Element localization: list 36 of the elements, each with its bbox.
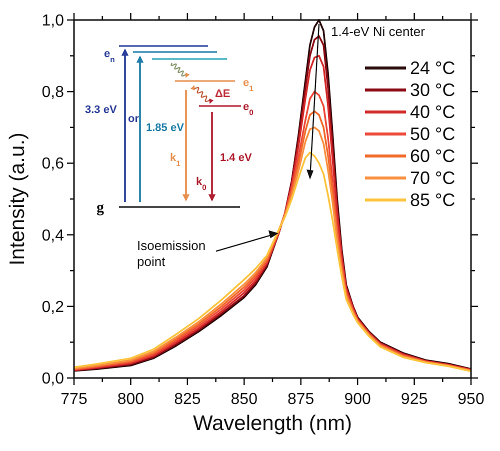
annotation: g xyxy=(96,200,104,216)
y-tick-label: 0,0 xyxy=(42,370,64,388)
y-tick-label: 0,6 xyxy=(42,156,64,173)
x-axis-title: Wavelength (nm) xyxy=(192,412,352,435)
annotation: k$_{1}$ xyxy=(170,152,182,168)
annotation: 3.3 eV xyxy=(85,104,118,116)
legend-label: 60 °C xyxy=(410,146,456,166)
annotation: or xyxy=(128,113,140,125)
x-tick-label: 925 xyxy=(400,391,428,408)
legend-label: 50 °C xyxy=(410,124,456,144)
x-tick-label: 900 xyxy=(344,391,372,408)
legend-label: 30 °C xyxy=(410,80,456,100)
annotation: k$_{0}$ xyxy=(196,176,206,192)
y-tick-label: 0,2 xyxy=(42,298,64,316)
legend-label: 24 °C xyxy=(410,58,456,78)
x-tick-label: 825 xyxy=(174,391,201,408)
annotation: e$_{0}$ xyxy=(243,101,254,116)
x-tick-label: 850 xyxy=(230,391,258,408)
x-tick-label: 950 xyxy=(458,391,484,408)
annotation: 1.85 eV xyxy=(146,122,185,134)
y-tick-label: 0,8 xyxy=(42,84,64,102)
annotation: 1.4 eV xyxy=(220,152,252,164)
y-axis-title: Intensity (a.u.) xyxy=(6,132,29,266)
x-tick-label: 775 xyxy=(60,391,88,408)
y-tick-label: 1,0 xyxy=(42,12,64,30)
legend-label: 40 °C xyxy=(410,102,456,122)
legend-label: 70 °C xyxy=(410,168,456,188)
legend-label: 85 °C xyxy=(410,190,456,210)
annotation: e$_{1}$ xyxy=(243,77,254,92)
annotation: 1.4-eV Ni center xyxy=(331,24,426,39)
y-tick-label: 0,4 xyxy=(42,227,64,244)
annotation: Isoemission point xyxy=(137,238,206,269)
annotation: ΔE xyxy=(215,88,230,100)
annotation: e$_{n}$ xyxy=(104,48,116,64)
x-tick-label: 800 xyxy=(117,391,144,408)
x-tick-label: 875 xyxy=(288,391,314,408)
